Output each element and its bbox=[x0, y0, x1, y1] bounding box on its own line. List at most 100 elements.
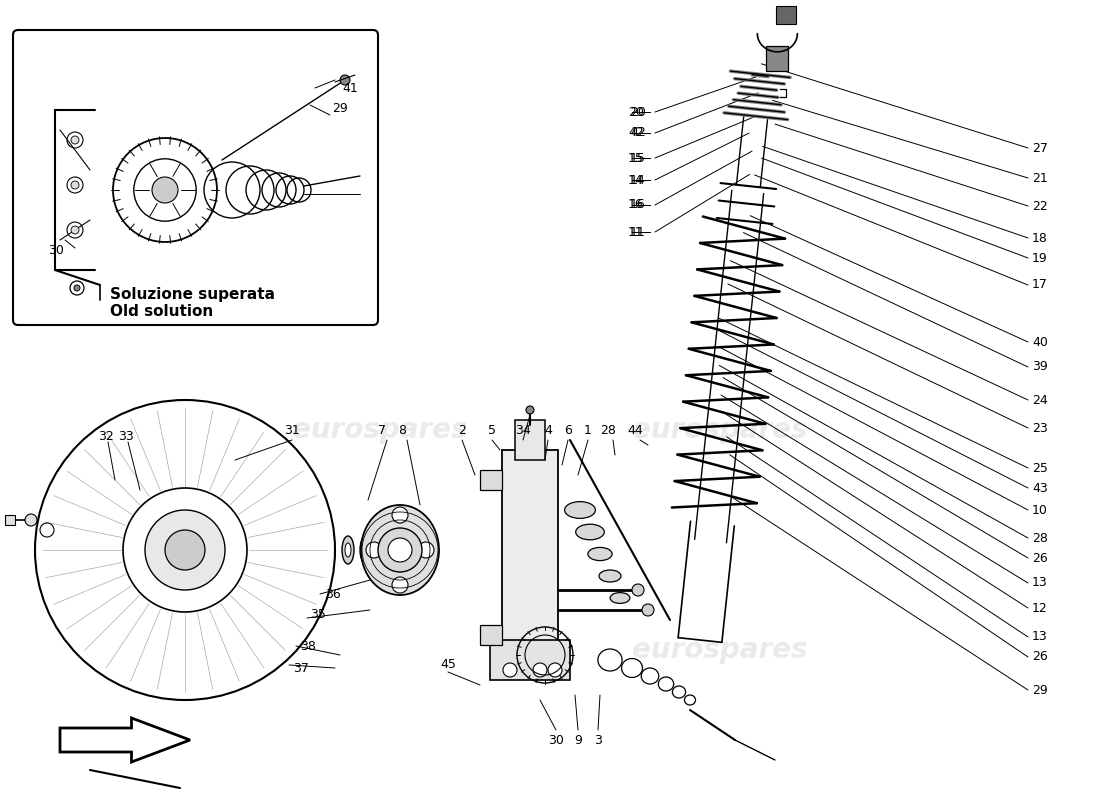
Text: Soluzione superata: Soluzione superata bbox=[110, 287, 275, 302]
Text: 30: 30 bbox=[548, 734, 564, 746]
Text: 14: 14 bbox=[630, 174, 646, 186]
Text: 8: 8 bbox=[398, 423, 406, 437]
Text: 22: 22 bbox=[1032, 199, 1047, 213]
Circle shape bbox=[72, 181, 79, 189]
Circle shape bbox=[74, 285, 80, 291]
Text: 15: 15 bbox=[630, 151, 646, 165]
Circle shape bbox=[145, 510, 226, 590]
Bar bbox=[480, 625, 502, 645]
Text: 43: 43 bbox=[1032, 482, 1047, 494]
Text: 23: 23 bbox=[1032, 422, 1047, 434]
Text: 7: 7 bbox=[378, 423, 386, 437]
Text: 29: 29 bbox=[332, 102, 348, 114]
Text: 30: 30 bbox=[48, 243, 64, 257]
Text: eurospares: eurospares bbox=[293, 416, 468, 444]
Text: 45: 45 bbox=[440, 658, 455, 671]
Text: 33: 33 bbox=[118, 430, 134, 442]
Circle shape bbox=[340, 75, 350, 85]
Circle shape bbox=[503, 663, 517, 677]
Polygon shape bbox=[60, 718, 190, 762]
Circle shape bbox=[642, 604, 654, 616]
Text: 11: 11 bbox=[630, 226, 646, 238]
Text: 39: 39 bbox=[1032, 361, 1047, 374]
Text: 44: 44 bbox=[627, 423, 642, 437]
Text: 9: 9 bbox=[574, 734, 582, 746]
Text: 26: 26 bbox=[1032, 650, 1047, 663]
Text: 12: 12 bbox=[1032, 602, 1047, 614]
Circle shape bbox=[72, 136, 79, 144]
Text: 28: 28 bbox=[601, 423, 616, 437]
Text: 26: 26 bbox=[1032, 551, 1047, 565]
Circle shape bbox=[366, 542, 382, 558]
Bar bbox=[6, 515, 15, 525]
Text: 19: 19 bbox=[1032, 251, 1047, 265]
Ellipse shape bbox=[360, 536, 372, 564]
Text: 5: 5 bbox=[488, 423, 496, 437]
Circle shape bbox=[165, 530, 205, 570]
Text: 11: 11 bbox=[628, 226, 643, 238]
Circle shape bbox=[392, 577, 408, 593]
Text: 13: 13 bbox=[1032, 630, 1047, 643]
Text: 15: 15 bbox=[628, 151, 643, 165]
Circle shape bbox=[548, 663, 562, 677]
Text: 25: 25 bbox=[1032, 462, 1048, 474]
Text: 4: 4 bbox=[544, 423, 552, 437]
Ellipse shape bbox=[342, 536, 354, 564]
Circle shape bbox=[152, 177, 178, 203]
Text: 42: 42 bbox=[630, 126, 646, 139]
Text: 16: 16 bbox=[630, 198, 646, 211]
Ellipse shape bbox=[564, 502, 595, 518]
Text: 42: 42 bbox=[628, 126, 643, 139]
Bar bbox=[502, 450, 558, 650]
Circle shape bbox=[378, 528, 422, 572]
Text: 36: 36 bbox=[324, 587, 341, 601]
Text: 21: 21 bbox=[1032, 171, 1047, 185]
Text: 13: 13 bbox=[1032, 577, 1047, 590]
FancyBboxPatch shape bbox=[13, 30, 378, 325]
Ellipse shape bbox=[361, 505, 439, 595]
Text: eurospares: eurospares bbox=[632, 636, 807, 664]
Ellipse shape bbox=[600, 570, 621, 582]
Text: 16: 16 bbox=[628, 198, 643, 211]
Bar bbox=[767, 46, 789, 71]
Circle shape bbox=[485, 629, 497, 641]
Text: 2: 2 bbox=[458, 423, 466, 437]
Circle shape bbox=[40, 523, 54, 537]
Ellipse shape bbox=[345, 543, 351, 557]
Circle shape bbox=[534, 663, 547, 677]
Text: 3: 3 bbox=[594, 734, 602, 746]
Bar bbox=[777, 6, 796, 24]
Circle shape bbox=[72, 226, 79, 234]
Text: 10: 10 bbox=[1032, 503, 1048, 517]
Text: 34: 34 bbox=[515, 423, 531, 437]
Bar bbox=[515, 420, 544, 460]
Text: 32: 32 bbox=[98, 430, 113, 442]
Text: 20: 20 bbox=[628, 106, 643, 118]
Bar bbox=[490, 640, 570, 680]
Text: 6: 6 bbox=[564, 423, 572, 437]
Text: 18: 18 bbox=[1032, 231, 1048, 245]
Circle shape bbox=[392, 507, 408, 523]
Bar bbox=[480, 470, 502, 490]
Ellipse shape bbox=[610, 593, 630, 603]
Text: 17: 17 bbox=[1032, 278, 1048, 291]
Text: 20: 20 bbox=[630, 106, 646, 118]
Text: 14: 14 bbox=[628, 174, 643, 186]
Text: 40: 40 bbox=[1032, 335, 1048, 349]
Text: 41: 41 bbox=[342, 82, 358, 94]
Text: 31: 31 bbox=[284, 423, 300, 437]
Circle shape bbox=[25, 514, 37, 526]
Text: 28: 28 bbox=[1032, 531, 1048, 545]
Circle shape bbox=[632, 584, 644, 596]
Ellipse shape bbox=[575, 524, 604, 540]
Text: 24: 24 bbox=[1032, 394, 1047, 406]
Circle shape bbox=[388, 538, 412, 562]
Text: 35: 35 bbox=[310, 609, 326, 622]
Text: 38: 38 bbox=[300, 639, 316, 653]
Ellipse shape bbox=[363, 543, 368, 557]
Text: 37: 37 bbox=[293, 662, 309, 674]
Text: 27: 27 bbox=[1032, 142, 1048, 154]
Circle shape bbox=[485, 474, 497, 486]
Circle shape bbox=[418, 542, 434, 558]
Text: eurospares: eurospares bbox=[632, 416, 807, 444]
